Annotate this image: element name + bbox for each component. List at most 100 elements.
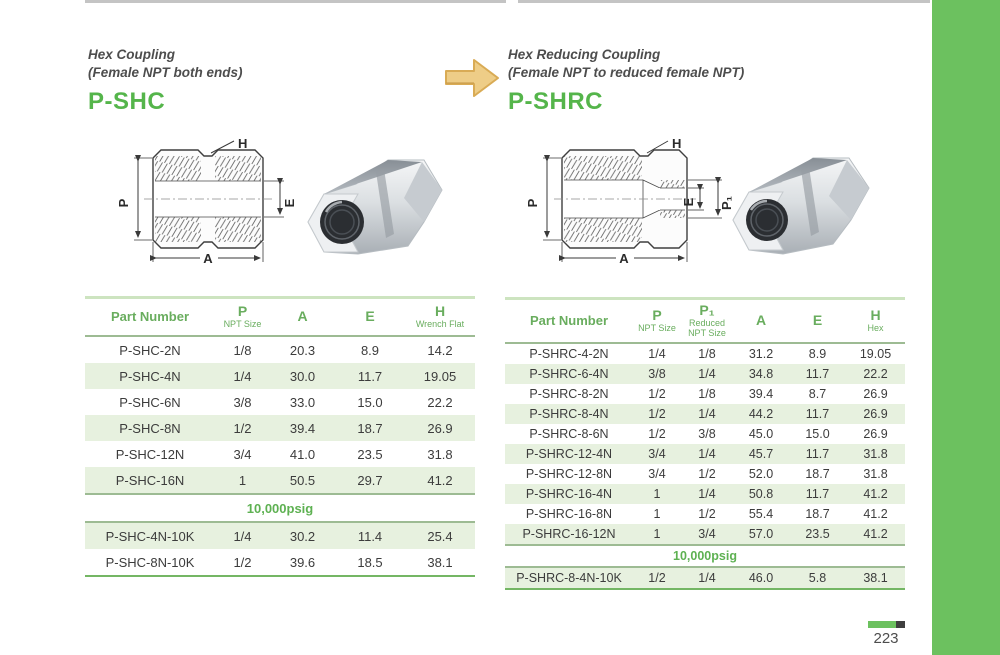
shrc-series-code: P-SHRC	[508, 88, 604, 116]
shc-title-line2: (Female NPT both ends)	[88, 64, 243, 80]
spec-value-cell: 15.0	[805, 427, 830, 442]
spec-value-cell: 1/2	[233, 554, 252, 570]
spec-value-cell: 31.8	[863, 447, 888, 462]
spec-value-cell: 1/4	[233, 368, 252, 384]
dim-label-a: A	[203, 251, 213, 266]
col-header-h: H Wrench Flat	[405, 297, 475, 337]
spec-row: P-SHRC-4-2N 1/4 1/8 31.2 8.9 19.05	[505, 343, 905, 364]
spec-value-cell: 26.9	[863, 387, 888, 402]
spec-value-cell: 45.0	[748, 427, 774, 442]
col-header-p1: P₁ Reduced NPT Size	[681, 298, 733, 345]
spec-value-cell: 30.2	[289, 528, 316, 544]
spec-value-cell: 31.2	[748, 347, 774, 362]
spec-value-cell: 11.7	[805, 407, 830, 422]
spec-value-cell: 8.9	[808, 347, 827, 362]
dim-label-e: E	[282, 198, 297, 207]
spec-row: P-SHRC-16-4N 1 1/4 50.8 11.7 41.2	[505, 484, 905, 505]
spec-value-cell: 1/4	[698, 447, 716, 462]
spec-value-cell: 41.2	[863, 527, 888, 542]
spec-value-cell: 1/2	[698, 467, 716, 482]
shrc-header-row: Part Number P NPT Size P₁ Reduced NPT Size…	[505, 298, 905, 345]
part-number-cell: P-SHRC-16-4N	[525, 487, 613, 502]
part-number-cell: P-SHC-16N	[115, 472, 185, 488]
part-number-cell: P-SHRC-8-2N	[529, 387, 609, 402]
shrc-title-line1: Hex Reducing Coupling	[508, 47, 661, 62]
dim-label-h: H	[238, 136, 247, 151]
top-rule-right	[518, 0, 930, 3]
spec-value-cell: 1	[653, 527, 661, 542]
col-header-h: H Hex	[846, 298, 905, 345]
dim-label-a: A	[619, 251, 629, 266]
spec-value-cell: 1/2	[648, 571, 666, 586]
spec-row: P-SHRC-16-8N 1 1/2 55.4 18.7 41.2	[505, 504, 905, 524]
spec-value-cell: 41.0	[289, 446, 316, 462]
spec-row: P-SHC-4N 1/4 30.0 11.7 19.05	[85, 363, 475, 389]
spec-value-cell: 1/4	[648, 347, 666, 362]
top-rule-left	[85, 0, 506, 3]
spec-value-cell: 30.0	[289, 368, 316, 384]
pressure-rating-label: 10,000psig	[85, 493, 475, 523]
spec-value-cell: 1/2	[233, 420, 252, 436]
part-number-cell: P-SHRC-8-4N-10K	[516, 571, 622, 586]
shc-series-code: P-SHC	[88, 88, 166, 116]
shrc-spec-table: Part Number P NPT Size P₁ Reduced NPT Size…	[505, 297, 905, 591]
part-number-cell: P-SHRC-6-4N	[529, 367, 609, 382]
spec-value-cell: 1/4	[698, 487, 716, 502]
spec-value-cell: 33.0	[289, 394, 316, 410]
spec-value-cell: 11.7	[805, 447, 830, 462]
spec-value-cell: 41.2	[863, 487, 888, 502]
spec-value-cell: 46.0	[748, 571, 774, 586]
spec-row: P-SHRC-12-4N 3/4 1/4 45.7 11.7 31.8	[505, 444, 905, 465]
part-number-cell: P-SHC-6N	[119, 394, 181, 410]
dim-label-h: H	[672, 136, 681, 151]
spec-value-cell: 22.2	[863, 367, 888, 382]
col-header-e: E	[789, 298, 846, 345]
spec-value-cell: 1/2	[648, 427, 666, 442]
spec-value-cell: 3/8	[698, 427, 716, 442]
spec-value-cell: 11.7	[357, 368, 383, 384]
part-number-cell: P-SHRC-4-2N	[529, 347, 609, 362]
part-number-cell: P-SHC-4N	[119, 368, 181, 384]
spec-value-cell: 19.05	[859, 347, 892, 362]
spec-value-cell: 5.8	[808, 571, 827, 586]
spec-value-cell: 1/8	[698, 347, 716, 362]
shc-dimension-drawing: H P E A	[98, 136, 310, 273]
shrc-title-line2: (Female NPT to reduced female NPT)	[508, 64, 745, 80]
spec-value-cell: 14.2	[427, 342, 453, 358]
spec-value-cell: 1	[653, 487, 661, 502]
pressure-rating-row: 10,000psig	[85, 493, 475, 523]
spec-row: P-SHC-2N 1/8 20.3 8.9 14.2	[85, 336, 475, 363]
spec-value-cell: 29.7	[357, 472, 383, 488]
spec-value-cell: 1/4	[698, 407, 716, 422]
dim-label-p: P	[525, 198, 540, 207]
spec-value-cell: 11.4	[357, 528, 383, 544]
dim-label-p: P	[116, 198, 131, 207]
footer-mark-green	[868, 621, 896, 628]
footer-mark-dark	[896, 621, 905, 628]
shc-spec-table: Part Number P NPT Size A E H Wrench Flat P…	[85, 296, 475, 577]
spec-value-cell: 1/2	[648, 387, 666, 402]
part-number-cell: P-SHC-2N	[119, 342, 181, 358]
spec-row: P-SHRC-8-4N-10K 1/2 1/4 46.0 5.8 38.1	[505, 567, 905, 590]
spec-value-cell: 8.7	[808, 387, 827, 402]
spec-value-cell: 1	[238, 472, 247, 488]
spec-row: P-SHC-8N-10K 1/2 39.6 18.5 38.1	[85, 549, 475, 576]
spec-value-cell: 18.7	[805, 507, 830, 522]
spec-row: P-SHC-8N 1/2 39.4 18.7 26.9	[85, 415, 475, 441]
spec-value-cell: 22.2	[427, 394, 453, 410]
spec-value-cell: 41.2	[427, 472, 453, 488]
spec-value-cell: 1/4	[233, 528, 252, 544]
spec-value-cell: 52.0	[748, 467, 774, 482]
spec-value-cell: 39.6	[289, 554, 316, 570]
spec-value-cell: 38.1	[427, 554, 453, 570]
shc-section-header: Hex Coupling (Female NPT both ends) P-SH…	[88, 46, 243, 116]
spec-row: P-SHRC-6-4N 3/8 1/4 34.8 11.7 22.2	[505, 364, 905, 385]
spec-row: P-SHC-6N 3/8 33.0 15.0 22.2	[85, 389, 475, 415]
shc-product-photo	[300, 142, 455, 269]
spec-value-cell: 11.7	[805, 367, 830, 382]
part-number-cell: P-SHRC-12-4N	[525, 447, 613, 462]
arrow-right-icon	[443, 54, 501, 102]
spec-row: P-SHRC-16-12N 1 3/4 57.0 23.5 41.2	[505, 524, 905, 546]
page-number: 223	[873, 630, 899, 647]
